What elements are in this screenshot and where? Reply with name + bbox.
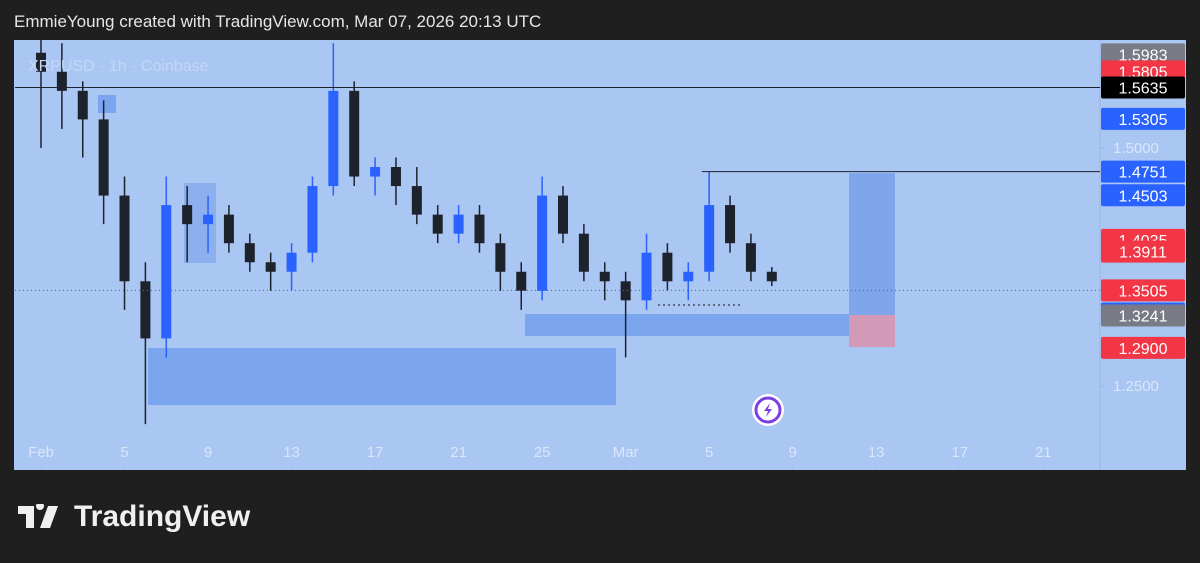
price-label-bg (1101, 184, 1185, 207)
candle-body (223, 214, 234, 244)
price-label-bg (1101, 43, 1185, 66)
candle-body (683, 271, 694, 282)
price-label: 1.4503 (1119, 188, 1168, 205)
candle-body (516, 271, 527, 291)
candle-body (599, 271, 610, 282)
candle-body (745, 243, 756, 272)
watermark: XRPUSD · 1h · Coinbase (28, 58, 209, 75)
price-label: 1.5305 (1119, 112, 1168, 129)
x-tick-label: 21 (450, 444, 467, 461)
target-zone (849, 173, 895, 315)
candle-body (432, 214, 443, 234)
x-tick-label: Feb (28, 444, 54, 461)
candle-body (495, 243, 506, 272)
price-label-bg (1101, 107, 1185, 130)
candle-body (641, 252, 652, 301)
candle-body (766, 271, 777, 282)
candle-body (140, 281, 151, 339)
zone (148, 348, 616, 405)
candle-body (203, 214, 214, 225)
candle-body (558, 195, 568, 234)
price-label: 1.5635 (1119, 81, 1168, 98)
x-tick-label: 13 (868, 444, 885, 461)
candle-body (307, 186, 318, 253)
candle-body (119, 195, 130, 282)
x-tick-label: 5 (705, 444, 713, 461)
x-tick-label: 13 (283, 444, 300, 461)
candle-body (161, 205, 172, 339)
candle-body (36, 52, 46, 72)
price-label: 1.3505 (1119, 283, 1168, 300)
candle-body (370, 167, 381, 177)
brand: TradingView (18, 500, 250, 534)
candle-body (77, 90, 88, 120)
stop-zone (849, 315, 895, 347)
x-tick-label: 17 (951, 444, 968, 461)
x-tick-label: 5 (120, 444, 128, 461)
x-tick-label: Mar (613, 444, 639, 461)
y-tick-label: 1.5000 (1113, 140, 1159, 157)
candle-body (182, 205, 193, 225)
y-tick-label: 1.2500 (1113, 378, 1159, 395)
price-label: 1.3241 (1119, 308, 1168, 325)
x-tick-label: 9 (204, 444, 212, 461)
x-tick-label: 17 (367, 444, 384, 461)
icon (752, 394, 784, 426)
candle-body (390, 167, 401, 187)
price-label: 1.3911 (1119, 245, 1167, 262)
candle-body (725, 205, 736, 244)
zone (98, 95, 116, 113)
candle-body (537, 195, 548, 291)
price-label: 1.5983 (1119, 47, 1168, 64)
x-tick-label: 25 (534, 444, 551, 461)
price-label-bg (1101, 76, 1185, 99)
logo (18, 504, 58, 528)
price-label: 1.4751 (1119, 165, 1168, 182)
zone (525, 314, 855, 336)
price-label-bg (1101, 160, 1185, 183)
candle-body (349, 90, 360, 177)
candle-body (328, 90, 339, 187)
candle-body (56, 71, 67, 91)
x-tick-label: 9 (789, 444, 797, 461)
brand-name: TradingView (74, 500, 251, 533)
candle-body (662, 252, 673, 282)
candle-body (620, 281, 631, 301)
price-label-bg (1101, 279, 1185, 302)
price-label-bg (1101, 240, 1185, 263)
price-label-bg (1101, 336, 1185, 359)
x-tick-label: 21 (1035, 444, 1052, 461)
candle-body (286, 252, 297, 272)
candle-body (244, 243, 255, 263)
candle-body (265, 262, 276, 272)
candle-body (704, 205, 715, 272)
header: EmmieYoung created with TradingView.com,… (14, 12, 542, 31)
price-label: 1.2900 (1119, 341, 1168, 358)
candle-body (578, 233, 589, 272)
candle-body (453, 214, 464, 234)
candle-body (98, 119, 109, 196)
candle-body (411, 186, 422, 215)
price-label-bg (1101, 304, 1185, 327)
candle-body (474, 214, 485, 244)
